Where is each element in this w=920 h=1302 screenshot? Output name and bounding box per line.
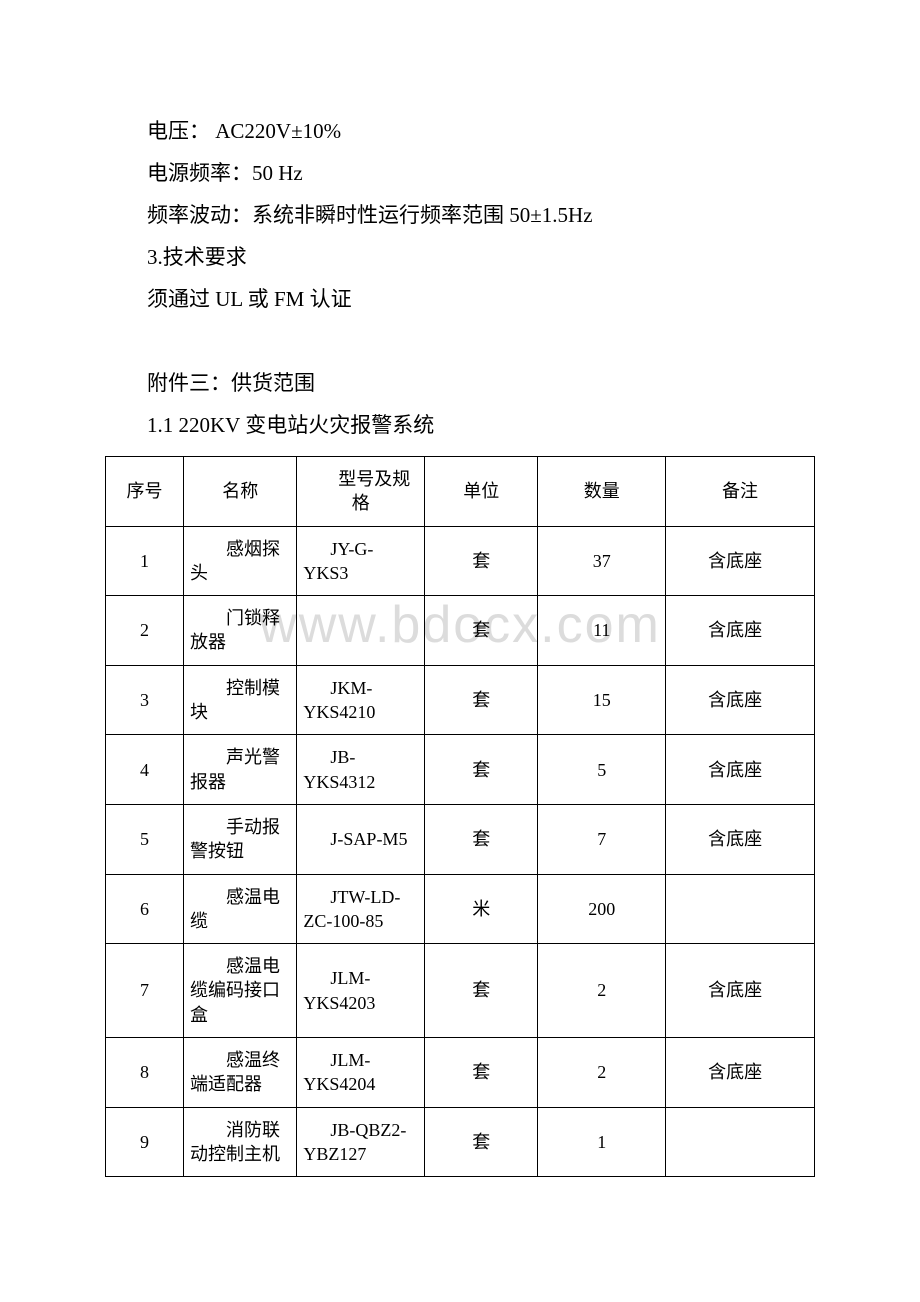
cell-model: JB-YKS4312 <box>297 735 425 805</box>
line-voltage: 电压： AC220V±10% <box>105 110 815 152</box>
cell-model: JLM-YKS4204 <box>297 1038 425 1108</box>
line-freq: 电源频率：50 Hz <box>105 152 815 194</box>
cell-seq: 6 <box>106 874 184 944</box>
th-seq: 序号 <box>106 457 184 527</box>
line-techreq: 3.技术要求 <box>105 236 815 278</box>
table-row: 1 感烟探头 JY-G-YKS3 套 37 含底座 <box>106 526 815 596</box>
cell-unit: 套 <box>425 1107 538 1177</box>
cell-name: 控制模块 <box>183 665 296 735</box>
cell-note: 含底座 <box>666 1038 815 1108</box>
blank-line <box>105 320 815 362</box>
cell-seq: 8 <box>106 1038 184 1108</box>
cell-qty: 15 <box>538 665 666 735</box>
cell-seq: 4 <box>106 735 184 805</box>
th-name: 名称 <box>183 457 296 527</box>
cell-qty: 2 <box>538 944 666 1038</box>
cell-model: JLM-YKS4203 <box>297 944 425 1038</box>
supply-scope-table: 序号 名称 型号及规格 单位 数量 备注 1 感烟探头 JY-G-YKS3 套 … <box>105 456 815 1177</box>
cell-qty: 5 <box>538 735 666 805</box>
cell-qty: 11 <box>538 596 666 666</box>
cell-note: 含底座 <box>666 526 815 596</box>
cell-model <box>297 596 425 666</box>
cell-name: 感温电缆 <box>183 874 296 944</box>
cell-seq: 3 <box>106 665 184 735</box>
cell-qty: 200 <box>538 874 666 944</box>
cell-unit: 套 <box>425 1038 538 1108</box>
cell-seq: 2 <box>106 596 184 666</box>
cell-name: 门锁释放器 <box>183 596 296 666</box>
line-section: 1.1 220KV 变电站火灾报警系统 <box>105 404 815 446</box>
cell-name: 感烟探头 <box>183 526 296 596</box>
cell-note <box>666 874 815 944</box>
cell-name: 感温电缆编码接口盒 <box>183 944 296 1038</box>
cell-note <box>666 1107 815 1177</box>
cell-note: 含底座 <box>666 665 815 735</box>
cell-name: 感温终端适配器 <box>183 1038 296 1108</box>
cell-unit: 套 <box>425 526 538 596</box>
cell-name: 手动报警按钮 <box>183 804 296 874</box>
cell-note: 含底座 <box>666 735 815 805</box>
cell-qty: 37 <box>538 526 666 596</box>
table-row: 5 手动报警按钮 J-SAP-M5 套 7 含底座 <box>106 804 815 874</box>
table-header-row: 序号 名称 型号及规格 单位 数量 备注 <box>106 457 815 527</box>
cell-unit: 套 <box>425 665 538 735</box>
line-cert: 须通过 UL 或 FM 认证 <box>105 278 815 320</box>
cell-note: 含底座 <box>666 944 815 1038</box>
cell-seq: 5 <box>106 804 184 874</box>
cell-unit: 套 <box>425 735 538 805</box>
cell-unit: 米 <box>425 874 538 944</box>
cell-model: JKM-YKS4210 <box>297 665 425 735</box>
cell-name: 消防联动控制主机 <box>183 1107 296 1177</box>
table-row: 6 感温电缆 JTW-LD-ZC-100-85 米 200 <box>106 874 815 944</box>
cell-note: 含底座 <box>666 804 815 874</box>
intro-text-block: 电压： AC220V±10% 电源频率：50 Hz 频率波动：系统非瞬时性运行频… <box>105 110 815 446</box>
cell-model: JTW-LD-ZC-100-85 <box>297 874 425 944</box>
cell-unit: 套 <box>425 944 538 1038</box>
table-row: 7 感温电缆编码接口盒 JLM-YKS4203 套 2 含底座 <box>106 944 815 1038</box>
table-row: 4 声光警报器 JB-YKS4312 套 5 含底座 <box>106 735 815 805</box>
cell-seq: 1 <box>106 526 184 596</box>
cell-name: 声光警报器 <box>183 735 296 805</box>
cell-qty: 2 <box>538 1038 666 1108</box>
th-note: 备注 <box>666 457 815 527</box>
cell-unit: 套 <box>425 804 538 874</box>
cell-note: 含底座 <box>666 596 815 666</box>
table-row: 3 控制模块 JKM-YKS4210 套 15 含底座 <box>106 665 815 735</box>
table-row: 9 消防联动控制主机 JB-QBZ2-YBZ127 套 1 <box>106 1107 815 1177</box>
line-fluct: 频率波动：系统非瞬时性运行频率范围 50±1.5Hz <box>105 194 815 236</box>
cell-unit: 套 <box>425 596 538 666</box>
cell-qty: 7 <box>538 804 666 874</box>
table-row: 2 门锁释放器 套 11 含底座 <box>106 596 815 666</box>
cell-model: JY-G-YKS3 <box>297 526 425 596</box>
cell-model: JB-QBZ2-YBZ127 <box>297 1107 425 1177</box>
cell-seq: 9 <box>106 1107 184 1177</box>
th-model: 型号及规格 <box>297 457 425 527</box>
cell-model: J-SAP-M5 <box>297 804 425 874</box>
cell-qty: 1 <box>538 1107 666 1177</box>
th-qty: 数量 <box>538 457 666 527</box>
th-unit: 单位 <box>425 457 538 527</box>
cell-seq: 7 <box>106 944 184 1038</box>
table-row: 8 感温终端适配器 JLM-YKS4204 套 2 含底座 <box>106 1038 815 1108</box>
line-annex: 附件三：供货范围 <box>105 362 815 404</box>
